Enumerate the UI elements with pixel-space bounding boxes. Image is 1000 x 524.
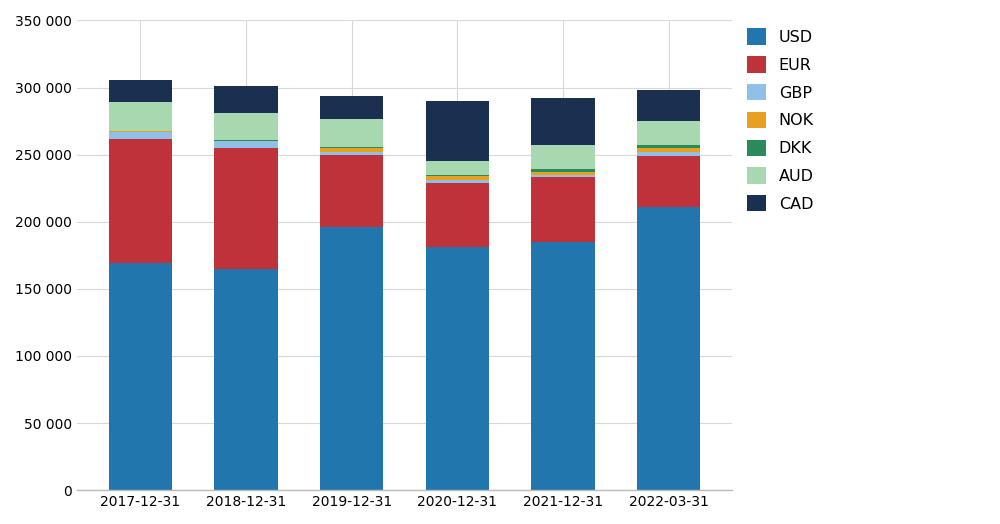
Bar	[214, 269, 278, 490]
Bar	[109, 80, 172, 102]
Bar	[531, 172, 595, 175]
Bar	[320, 155, 383, 227]
Bar	[637, 121, 700, 145]
Bar	[637, 207, 700, 490]
Bar	[531, 145, 595, 169]
Bar	[637, 90, 700, 121]
Bar	[109, 130, 172, 131]
Bar	[320, 119, 383, 147]
Bar	[109, 138, 172, 264]
Legend: USD, EUR, GBP, NOK, DKK, AUD, CAD: USD, EUR, GBP, NOK, DKK, AUD, CAD	[747, 28, 814, 212]
Bar	[320, 152, 383, 155]
Bar	[214, 140, 278, 141]
Bar	[320, 148, 383, 152]
Bar	[531, 242, 595, 490]
Bar	[426, 175, 489, 176]
Bar	[320, 227, 383, 490]
Bar	[109, 132, 172, 138]
Bar	[426, 176, 489, 180]
Bar	[214, 141, 278, 148]
Bar	[426, 180, 489, 183]
Bar	[426, 101, 489, 161]
Bar	[637, 145, 700, 148]
Bar	[637, 156, 700, 207]
Bar	[531, 169, 595, 172]
Bar	[109, 264, 172, 490]
Bar	[214, 86, 278, 113]
Bar	[214, 148, 278, 269]
Bar	[320, 147, 383, 148]
Bar	[426, 247, 489, 490]
Bar	[531, 178, 595, 242]
Bar	[214, 113, 278, 140]
Bar	[637, 148, 700, 152]
Bar	[426, 183, 489, 247]
Bar	[426, 161, 489, 175]
Bar	[531, 175, 595, 178]
Bar	[109, 131, 172, 132]
Bar	[320, 96, 383, 119]
Bar	[637, 152, 700, 156]
Bar	[531, 99, 595, 145]
Bar	[109, 102, 172, 130]
